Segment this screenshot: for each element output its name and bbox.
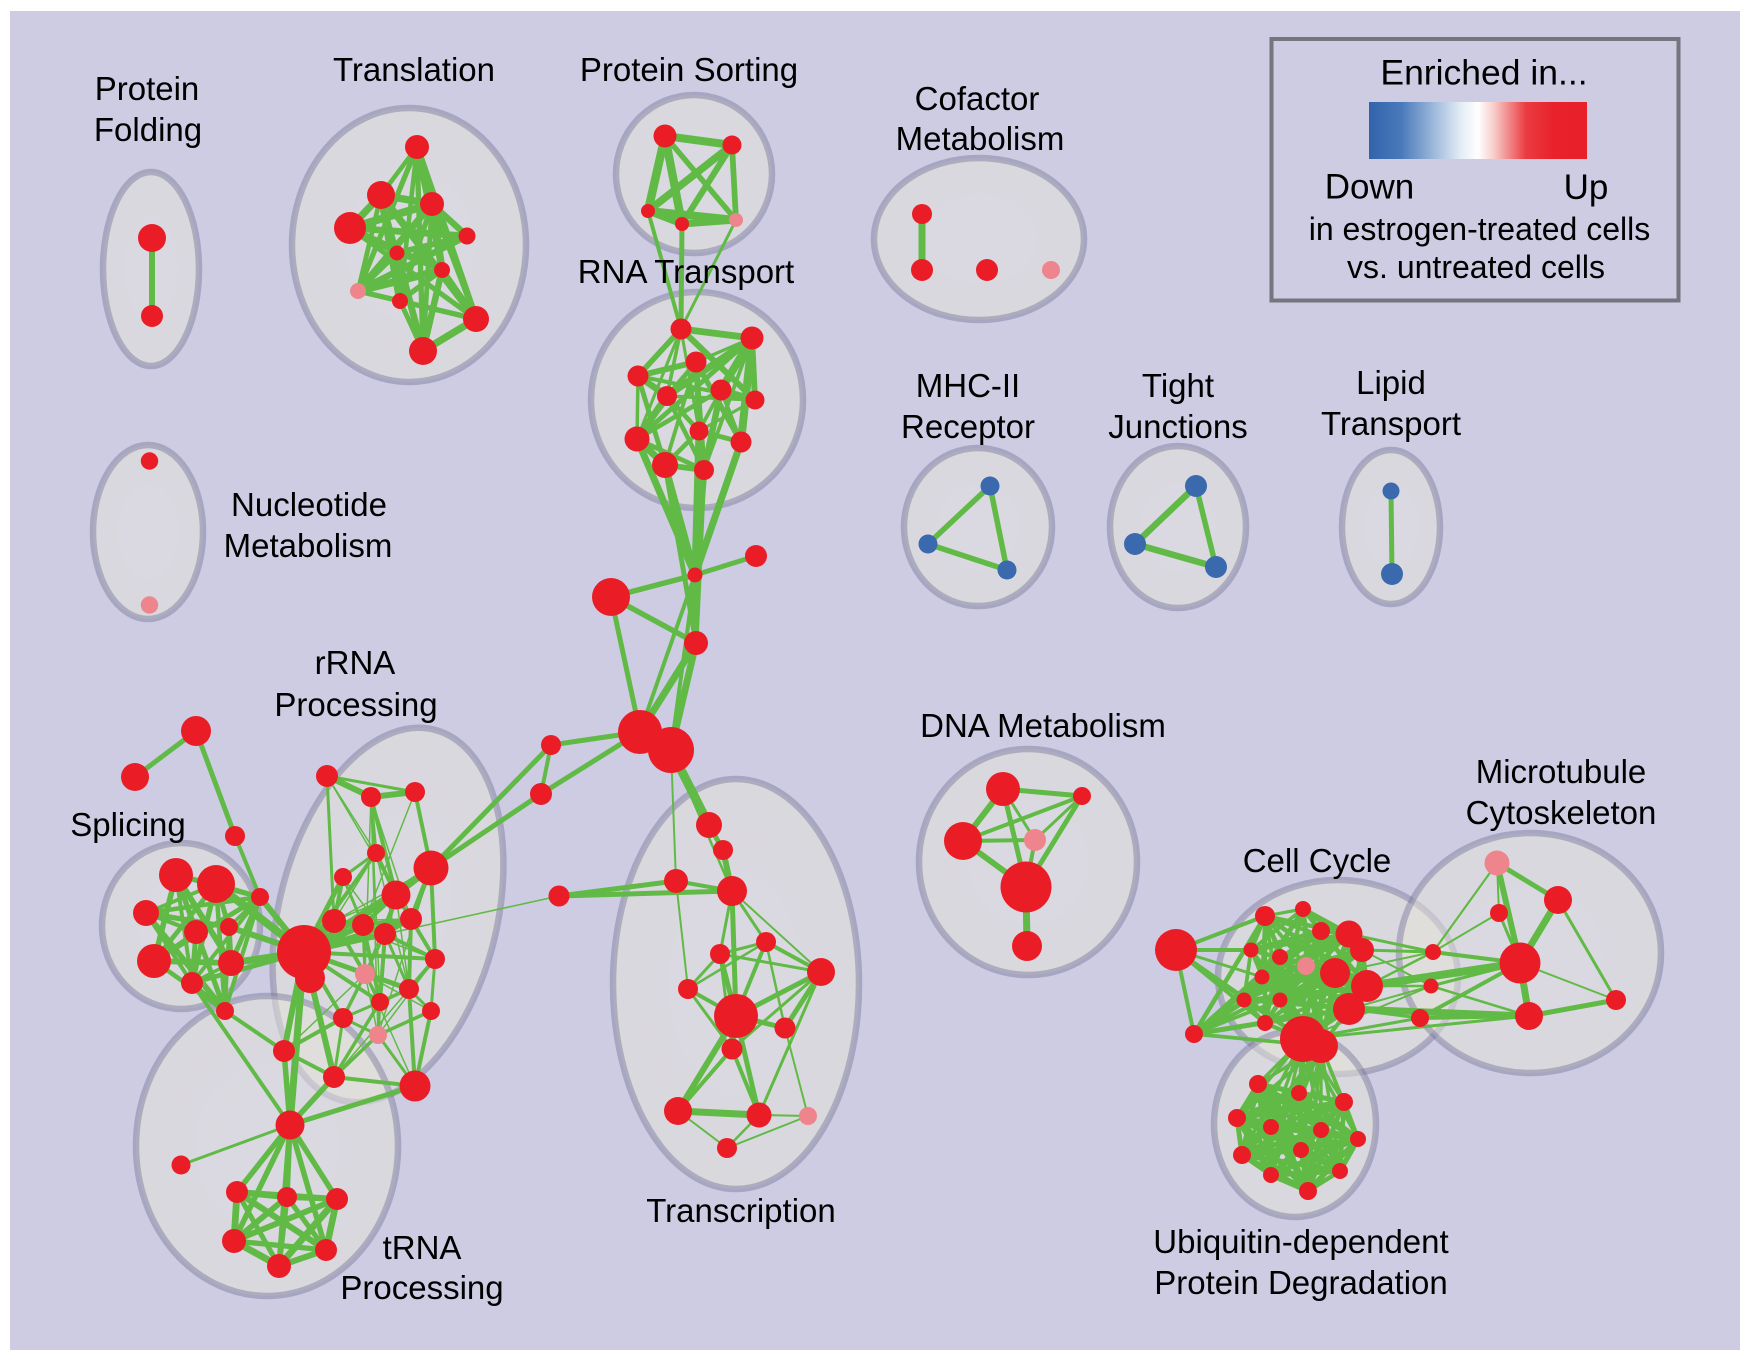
svg-text:Processing: Processing [340, 1269, 503, 1306]
svg-text:Protein: Protein [95, 70, 200, 107]
svg-text:Protein Sorting: Protein Sorting [580, 51, 798, 88]
svg-text:Cofactor: Cofactor [915, 80, 1040, 117]
svg-text:RNA Transport: RNA Transport [578, 253, 794, 290]
svg-text:Down: Down [1325, 168, 1414, 207]
svg-text:Ubiquitin-dependent: Ubiquitin-dependent [1153, 1223, 1448, 1260]
svg-text:Protein Degradation: Protein Degradation [1154, 1264, 1448, 1301]
svg-text:Cytoskeleton: Cytoskeleton [1466, 794, 1657, 831]
svg-text:Metabolism: Metabolism [896, 120, 1065, 157]
svg-text:Junctions: Junctions [1108, 408, 1247, 445]
svg-text:Transport: Transport [1321, 405, 1461, 442]
svg-text:MHC-II: MHC-II [916, 367, 1020, 404]
svg-text:tRNA: tRNA [383, 1229, 462, 1266]
svg-text:in estrogen-treated cells: in estrogen-treated cells [1309, 211, 1651, 247]
svg-text:Translation: Translation [333, 51, 495, 88]
svg-text:Enriched in...: Enriched in... [1380, 53, 1587, 93]
svg-text:Receptor: Receptor [901, 408, 1035, 445]
svg-text:Cell Cycle: Cell Cycle [1243, 842, 1392, 879]
svg-text:Lipid: Lipid [1356, 364, 1426, 401]
svg-text:Processing: Processing [274, 686, 437, 723]
svg-text:Tight: Tight [1142, 367, 1214, 404]
svg-text:Transcription: Transcription [646, 1192, 836, 1229]
svg-text:Microtubule: Microtubule [1476, 753, 1647, 790]
svg-text:Metabolism: Metabolism [224, 527, 393, 564]
svg-text:rRNA: rRNA [315, 644, 396, 681]
svg-text:vs. untreated cells: vs. untreated cells [1347, 249, 1605, 285]
svg-text:Nucleotide: Nucleotide [231, 486, 387, 523]
svg-text:DNA Metabolism: DNA Metabolism [920, 707, 1166, 744]
svg-text:Splicing: Splicing [70, 806, 186, 843]
svg-text:Up: Up [1564, 168, 1609, 207]
svg-text:Folding: Folding [94, 111, 202, 148]
